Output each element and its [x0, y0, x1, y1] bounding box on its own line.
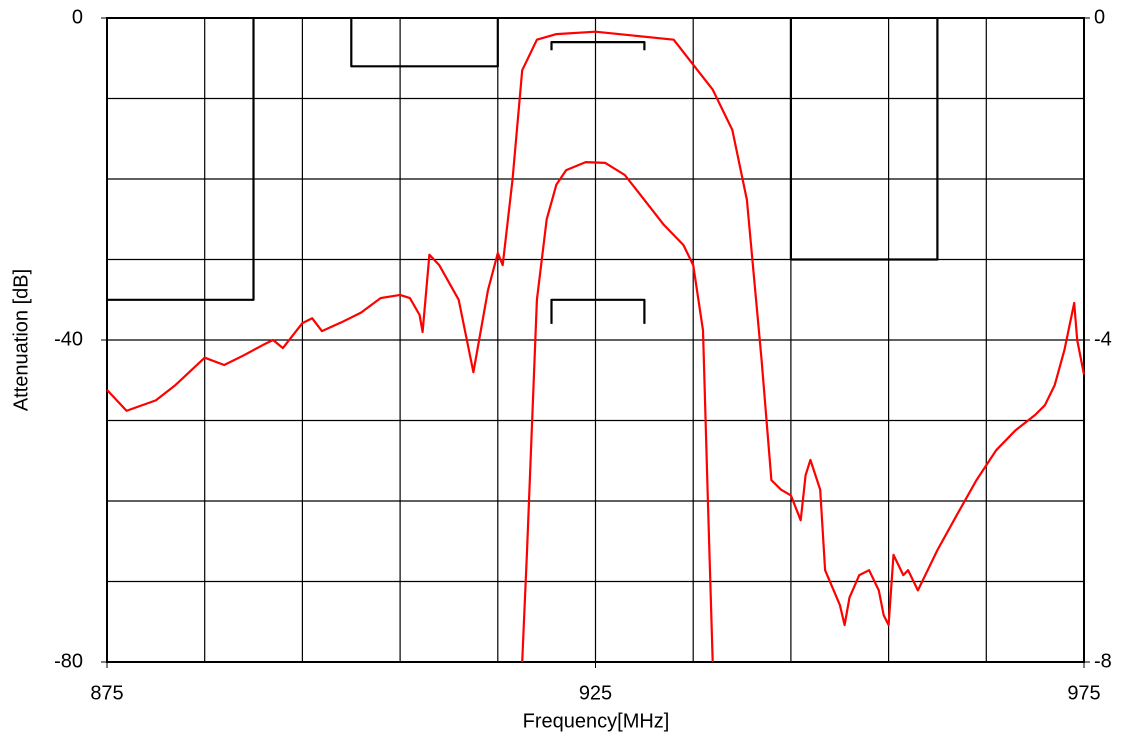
- y2-tick-label: 0: [1094, 6, 1105, 28]
- y2-tick-label: -4: [1094, 328, 1112, 350]
- y-tick-label: -40: [54, 328, 83, 350]
- x-tick-label: 975: [1067, 682, 1100, 704]
- x-tick-label: 875: [90, 682, 123, 704]
- x-axis-label: Frequency[MHz]: [523, 710, 670, 732]
- series-line: [106, 30, 1086, 627]
- series-line: [350, 18, 499, 68]
- series-line: [550, 298, 646, 324]
- y2-tick-label: -8: [1094, 650, 1112, 672]
- series-line: [789, 18, 939, 261]
- series-line: [107, 18, 255, 301]
- y-tick-label: -80: [54, 650, 83, 672]
- y-tick-label: 0: [72, 6, 83, 28]
- y-axis-label: Attenuation [dB]: [10, 269, 32, 411]
- series-line: [521, 161, 714, 663]
- series-line: [550, 41, 646, 51]
- x-tick-label: 925: [579, 682, 612, 704]
